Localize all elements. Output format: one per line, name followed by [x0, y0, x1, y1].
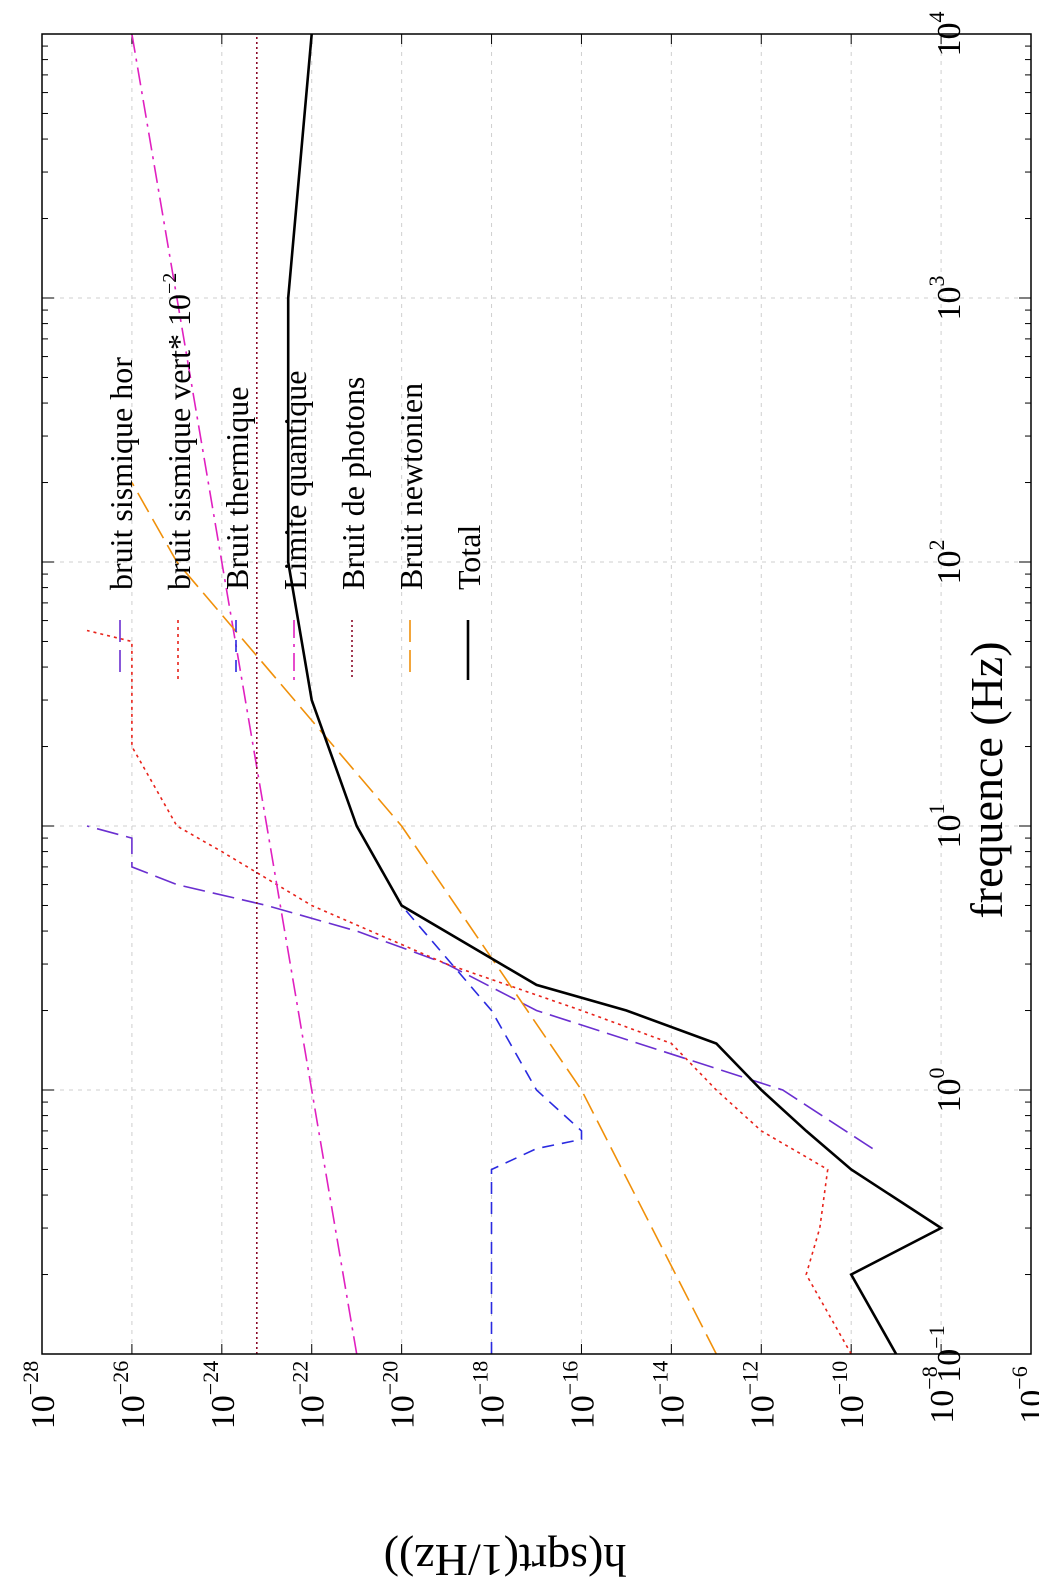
- tick-exponent: −26: [108, 1361, 133, 1395]
- tick-exponent: −1: [924, 1325, 949, 1348]
- y-tick-label: 10−12: [737, 1361, 781, 1429]
- x-tick-label-text: 104: [924, 12, 968, 57]
- tick-base: 10: [931, 287, 968, 321]
- tick-base: 10: [654, 1395, 691, 1429]
- x-tick-label-text: 10−1: [924, 1325, 968, 1382]
- x-tick-label-text: 102: [924, 540, 968, 585]
- x-tick-label-text: 103: [924, 276, 968, 321]
- tick-exponent: −12: [737, 1361, 762, 1395]
- y-tick-label: 10−22: [288, 1361, 332, 1429]
- tick-exponent: −22: [288, 1361, 313, 1395]
- y-tick-label: 10−10: [827, 1361, 871, 1429]
- tick-base: 10: [475, 1395, 512, 1429]
- series-line: [287, 33, 583, 1354]
- tick-exponent: −16: [557, 1361, 582, 1395]
- y-tick-label: 10−6: [1007, 1366, 1039, 1423]
- series-line: [286, 33, 944, 1355]
- y-tick-label: 10−16: [557, 1361, 601, 1429]
- y-axis-title: h(sqrt(1/Hz)): [384, 1535, 627, 1577]
- grid: [41, 33, 1032, 1355]
- x-tick-label: 100: [924, 1068, 968, 1113]
- y-tick-label: 10−14: [647, 1361, 691, 1429]
- x-tick-label: 10−1: [924, 1325, 968, 1382]
- x-tick-label: 102: [924, 540, 968, 585]
- legend-label: bruit sismique hor: [103, 357, 139, 590]
- tick-base: 10: [931, 815, 968, 849]
- tick-base: 10: [931, 1349, 968, 1383]
- legend-label: Bruit thermique: [219, 386, 255, 590]
- tick-exponent: 4: [924, 12, 949, 23]
- tick-base: 10: [834, 1395, 871, 1429]
- tick-exponent: −20: [378, 1361, 403, 1395]
- tick-exponent: −24: [198, 1361, 223, 1395]
- legend-label: Total: [451, 525, 487, 590]
- y-tick-label: 10−26: [108, 1361, 152, 1429]
- y-tick-label-text: 10−22: [288, 1361, 332, 1429]
- tick-base: 10: [385, 1395, 422, 1429]
- y-tick-label-text: 10−8: [917, 1366, 961, 1423]
- series-line: [86, 825, 874, 1150]
- y-tick-label-text: 10−14: [647, 1361, 691, 1429]
- y-tick-label-text: 10−26: [108, 1361, 152, 1429]
- y-tick-label: 10−28: [18, 1361, 62, 1429]
- y-tick-label: 10−8: [917, 1366, 961, 1423]
- tick-base: 10: [744, 1395, 781, 1429]
- tick-exponent: −6: [1007, 1366, 1032, 1389]
- y-tick-label-text: 10−16: [557, 1361, 601, 1429]
- legend-label-exp: −2: [159, 273, 181, 294]
- tick-base: 10: [931, 23, 968, 57]
- series-layer: [86, 33, 944, 1355]
- tick-exponent: −28: [18, 1361, 43, 1395]
- y-tick-label-text: 10−18: [468, 1361, 512, 1429]
- y-tick-label: 10−24: [198, 1361, 242, 1429]
- tick-base: 10: [25, 1395, 62, 1429]
- tick-base: 10: [205, 1395, 242, 1429]
- y-tick-label-text: 10−6: [1007, 1366, 1039, 1423]
- tick-base: 10: [931, 551, 968, 585]
- tick-exponent: 0: [924, 1068, 949, 1079]
- series-line: [86, 629, 852, 1355]
- tick-exponent: −18: [468, 1361, 493, 1395]
- x-axis-title: frequence (Hz): [961, 641, 1012, 918]
- legend: bruit sismique hor bruit sismique vert* 1…: [103, 273, 487, 680]
- y-tick-label-text: 10−24: [198, 1361, 242, 1429]
- legend-label: Limite quantique: [277, 371, 313, 591]
- tick-base: 10: [564, 1395, 601, 1429]
- tick-base: 10: [115, 1395, 152, 1429]
- tick-exponent: −14: [647, 1361, 672, 1395]
- plot-frame: [41, 33, 1032, 1355]
- x-tick-label: 103: [924, 276, 968, 321]
- tick-labels: 10−110010110210310410−2810−2610−2410−221…: [18, 12, 1039, 1430]
- legend-label: Bruit newtonien: [393, 383, 429, 590]
- tick-base: 10: [931, 1079, 968, 1113]
- minor-ticks: [41, 34, 1032, 1355]
- x-tick-label: 104: [924, 12, 968, 57]
- series-line: [131, 482, 718, 1355]
- y-tick-label: 10−18: [468, 1361, 512, 1429]
- legend-label: Bruit de photons: [335, 377, 371, 590]
- x-tick-label-text: 100: [924, 1068, 968, 1113]
- series-line: [131, 33, 358, 1355]
- legend-label-main: bruit sismique vert* 10: [161, 294, 197, 590]
- tick-exponent: −8: [917, 1366, 942, 1389]
- tick-base: 10: [1014, 1390, 1039, 1424]
- y-tick-label-text: 10−28: [18, 1361, 62, 1429]
- legend-label: bruit sismique vert* 10−2: [159, 273, 197, 590]
- x-tick-label: 101: [924, 804, 968, 849]
- y-tick-label-text: 10−20: [378, 1361, 422, 1429]
- tick-exponent: 2: [924, 540, 949, 551]
- tick-base: 10: [924, 1390, 961, 1424]
- y-tick-label: 10−20: [378, 1361, 422, 1429]
- y-tick-label-text: 10−12: [737, 1361, 781, 1429]
- x-tick-label-text: 101: [924, 804, 968, 849]
- tick-exponent: 3: [924, 276, 949, 287]
- tick-exponent: 1: [924, 804, 949, 815]
- y-tick-label-text: 10−10: [827, 1361, 871, 1429]
- tick-exponent: −10: [827, 1361, 852, 1395]
- tick-base: 10: [295, 1395, 332, 1429]
